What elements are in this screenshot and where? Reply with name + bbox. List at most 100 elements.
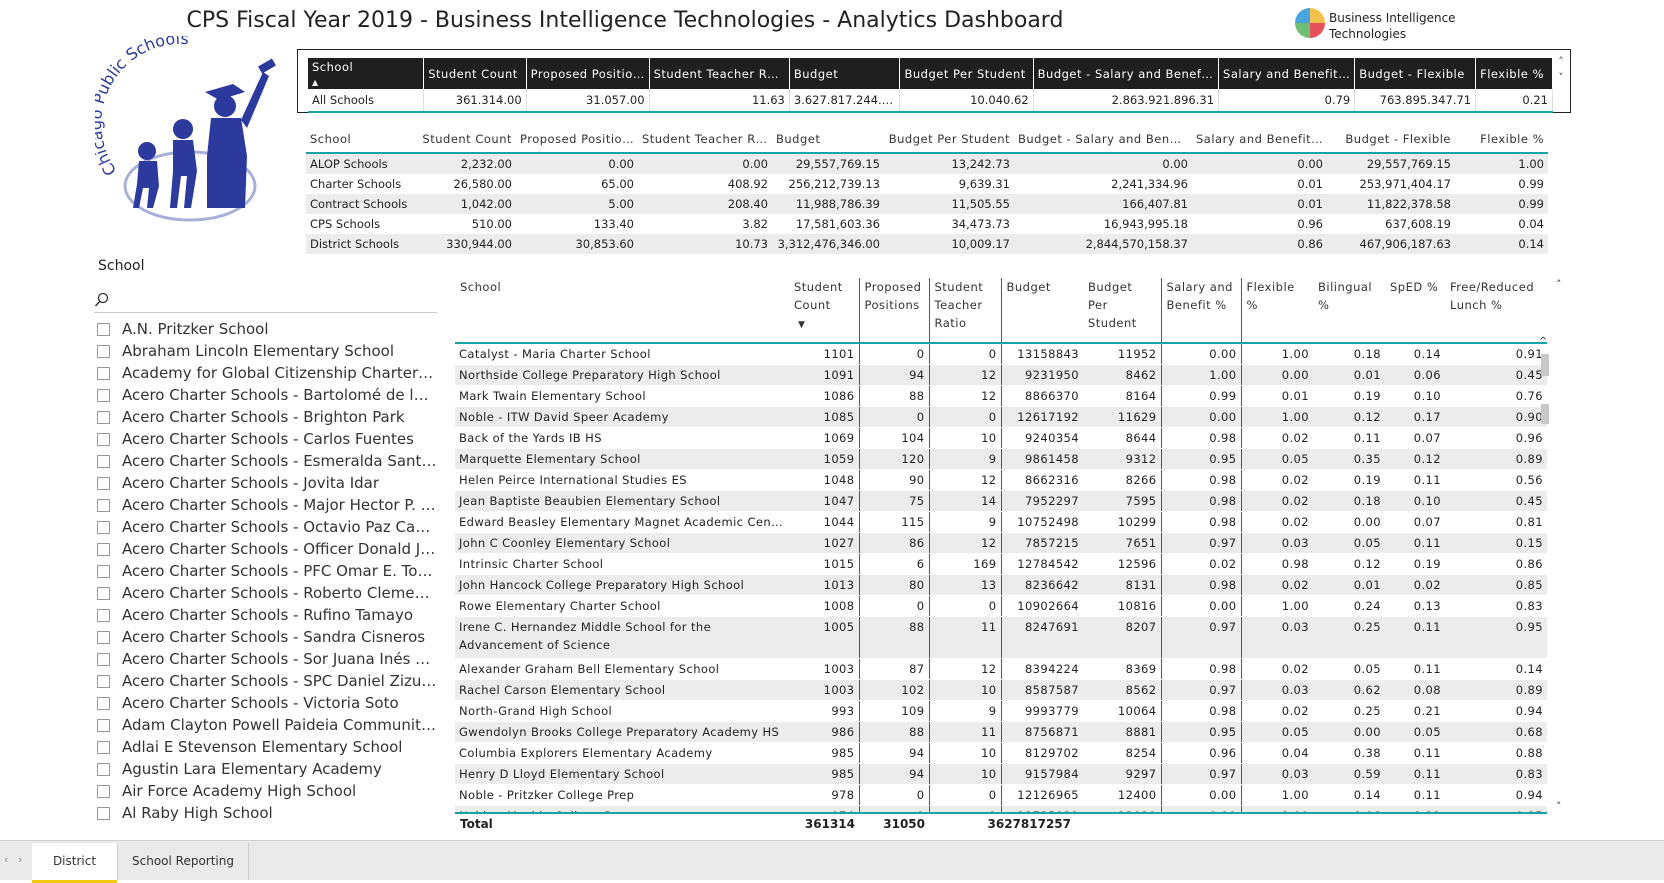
slicer-checkbox[interactable] [97, 454, 110, 468]
table-row[interactable]: Catalyst - Maria Charter School 1101 0 0 131… [455, 343, 1547, 365]
summary-header-student-count[interactable]: Student Count [423, 58, 527, 89]
scroll-up-icon[interactable]: ^ [1539, 336, 1548, 347]
detail-header-school[interactable]: School [455, 278, 789, 344]
slicer-item[interactable]: Adlai E Stevenson Elementary School [97, 736, 437, 758]
slicer-item[interactable]: Acero Charter Schools - Rufino Tamayo [97, 604, 437, 626]
table-row[interactable]: John Hancock College Preparatory High Sc… [455, 574, 1547, 596]
detail-header-flexible-pct[interactable]: Flexible % [1241, 278, 1313, 344]
table-row[interactable]: Henry D Lloyd Elementary School 985 94 10 91… [455, 763, 1547, 785]
detail-header-budget-per-student[interactable]: Budget Per Student [1083, 278, 1162, 344]
summary-header-salary-benefit-pct[interactable]: Salary and Benefit % [1218, 58, 1356, 89]
table-row[interactable]: Back of the Yards IB HS 1069 104 10 9240354 8… [455, 427, 1547, 449]
slicer-item[interactable]: Acero Charter Schools - Carlos Fuentes [97, 428, 437, 450]
table-row[interactable]: Rachel Carson Elementary School 1003 102 10… [455, 679, 1547, 701]
table-row[interactable]: Northside College Preparatory High Schoo… [455, 364, 1547, 386]
cat-header-budget-salary-benefits[interactable]: Budget - Salary and Benefits [1014, 126, 1192, 154]
category-row[interactable]: ALOP Schools 2,232.00 0.00 0.00 29,557,769.1… [306, 153, 1548, 174]
slicer-checkbox[interactable] [97, 564, 110, 578]
sort-descending-icon[interactable]: ▼ [798, 320, 806, 330]
slicer-checkbox[interactable] [97, 762, 110, 776]
scroll-thumb[interactable] [1541, 404, 1549, 424]
slicer-item[interactable]: Acero Charter Schools - Victoria Soto [97, 692, 437, 714]
scroll-thumb[interactable] [1541, 354, 1549, 376]
search-icon[interactable] [94, 292, 110, 308]
slicer-checkbox[interactable] [97, 674, 110, 688]
category-row[interactable]: Charter Schools 26,580.00 65.00 408.92 256,2… [306, 174, 1548, 194]
slicer-item[interactable]: Acero Charter Schools - Esmeralda Santia… [97, 450, 437, 472]
table-row[interactable]: North-Grand High School 993 109 9 9993779 100… [455, 700, 1547, 722]
slicer-item[interactable]: A.N. Pritzker School [97, 318, 437, 340]
chevron-left-icon[interactable]: ‹ [4, 853, 9, 866]
table-row[interactable]: Helen Peirce International Studies ES 104… [455, 469, 1547, 491]
slicer-item[interactable]: Agustin Lara Elementary Academy [97, 758, 437, 780]
slicer-search-input[interactable] [94, 288, 437, 313]
slicer-item[interactable]: Abraham Lincoln Elementary School [97, 340, 437, 362]
detail-scrollbar[interactable]: ^ [1537, 336, 1553, 812]
scroll-up-icon[interactable]: ˄ [1558, 55, 1564, 68]
cat-header-proposed-positions[interactable]: Proposed Positions [516, 126, 638, 154]
summary-row[interactable]: All Schools 361.314.00 31.057.00 11.63 3… [308, 89, 1553, 113]
school-detail-table-container[interactable]: School Student Count ▼ Proposed Positions… [455, 278, 1547, 835]
detail-header-student-count[interactable]: Student Count ▼ [789, 278, 860, 344]
summary-header-student-teacher-ratio[interactable]: Student Teacher Ratio [649, 58, 790, 89]
table-row[interactable]: John C Coonley Elementary School 1027 86 12… [455, 532, 1547, 554]
summary-header-flexible-pct[interactable]: Flexible % [1475, 58, 1553, 89]
slicer-checkbox[interactable] [97, 806, 110, 820]
summary-header-budget-flexible[interactable]: Budget - Flexible [1354, 58, 1477, 89]
slicer-checkbox[interactable] [97, 322, 110, 336]
slicer-checkbox[interactable] [97, 652, 110, 666]
detail-header-bilingual-pct[interactable]: Bilingual % [1313, 278, 1385, 344]
table-row[interactable]: Noble - Pritzker College Prep 978 0 0 121269… [455, 784, 1547, 806]
slicer-checkbox[interactable] [97, 586, 110, 600]
slicer-item[interactable]: Academy for Global Citizenship Charter S… [97, 362, 437, 384]
slicer-checkbox[interactable] [97, 740, 110, 754]
slicer-checkbox[interactable] [97, 344, 110, 358]
slicer-item[interactable]: Acero Charter Schools - Roberto Clemente [97, 582, 437, 604]
detail-header-proposed-positions[interactable]: Proposed Positions [859, 278, 930, 344]
slicer-checkbox[interactable] [97, 784, 110, 798]
table-row[interactable]: Irene C. Hernandez Middle School for the… [455, 616, 1547, 659]
slicer-item[interactable]: Acero Charter Schools - Major Hector P. … [97, 494, 437, 516]
summary-header-school[interactable]: School ▲ [308, 58, 425, 89]
slicer-checkbox[interactable] [97, 498, 110, 512]
page-scrollbar[interactable]: ˄ ˅ [1553, 278, 1569, 818]
slicer-item[interactable]: Acero Charter Schools - PFC Omar E. Torr… [97, 560, 437, 582]
cat-header-flexible-pct[interactable]: Flexible % [1455, 126, 1548, 154]
slicer-checkbox[interactable] [97, 432, 110, 446]
summary-header-budget[interactable]: Budget [789, 58, 901, 89]
category-row[interactable]: District Schools 330,944.00 30,853.60 10.73… [306, 234, 1548, 254]
slicer-checkbox[interactable] [97, 388, 110, 402]
slicer-item[interactable]: Air Force Academy High School [97, 780, 437, 802]
cat-header-budget-per-student[interactable]: Budget Per Student [884, 126, 1014, 154]
category-row[interactable]: CPS Schools 510.00 133.40 3.82 17,581,603.36… [306, 214, 1548, 234]
detail-header-free-reduced-lunch-pct[interactable]: Free/Reduced Lunch % [1445, 278, 1547, 344]
cat-header-student-count[interactable]: Student Count [416, 126, 516, 154]
slicer-item[interactable]: Acero Charter Schools - SPC Daniel Zizum… [97, 670, 437, 692]
table-row[interactable]: Alexander Graham Bell Elementary School 1… [455, 658, 1547, 680]
slicer-checkbox[interactable] [97, 542, 110, 556]
detail-header-budget[interactable]: Budget [1001, 278, 1083, 344]
table-row[interactable]: Marquette Elementary School 1059 120 9 98614… [455, 448, 1547, 470]
slicer-item[interactable]: Acero Charter Schools - Jovita Idar [97, 472, 437, 494]
tab-school-reporting[interactable]: School Reporting [117, 843, 249, 880]
slicer-checkbox[interactable] [97, 696, 110, 710]
table-row[interactable]: Columbia Explorers Elementary Academy 985… [455, 742, 1547, 764]
summary-header-budget-per-student[interactable]: Budget Per Student [899, 58, 1034, 89]
table-row[interactable]: Edward Beasley Elementary Magnet Academi… [455, 511, 1547, 533]
summary-header-budget-salary-benefits[interactable]: Budget - Salary and Benefits [1033, 58, 1220, 89]
scroll-down-icon[interactable]: ˅ [1556, 800, 1562, 813]
slicer-checkbox[interactable] [97, 718, 110, 732]
chevron-right-icon[interactable]: › [18, 853, 23, 866]
table-row[interactable]: Jean Baptiste Beaubien Elementary School… [455, 490, 1547, 512]
slicer-item[interactable]: Acero Charter Schools - Bartolomé de las… [97, 384, 437, 406]
cat-header-school[interactable]: School [306, 126, 416, 154]
detail-header-salary-benefit-pct[interactable]: Salary and Benefit % [1161, 278, 1242, 344]
slicer-item[interactable]: Acero Charter Schools - Officer Donald J… [97, 538, 437, 560]
school-slicer-list[interactable]: A.N. Pritzker School Abraham Lincoln Elem… [97, 318, 437, 826]
slicer-checkbox[interactable] [97, 410, 110, 424]
table-row[interactable]: Mark Twain Elementary School 1086 88 12 8866… [455, 385, 1547, 407]
slicer-item[interactable]: Adam Clayton Powell Paideia Community Ac… [97, 714, 437, 736]
detail-header-sped-pct[interactable]: SpED % [1385, 278, 1445, 344]
slicer-item[interactable]: Acero Charter Schools - Brighton Park [97, 406, 437, 428]
summary-header-proposed-positions[interactable]: Proposed Positions [526, 58, 650, 89]
